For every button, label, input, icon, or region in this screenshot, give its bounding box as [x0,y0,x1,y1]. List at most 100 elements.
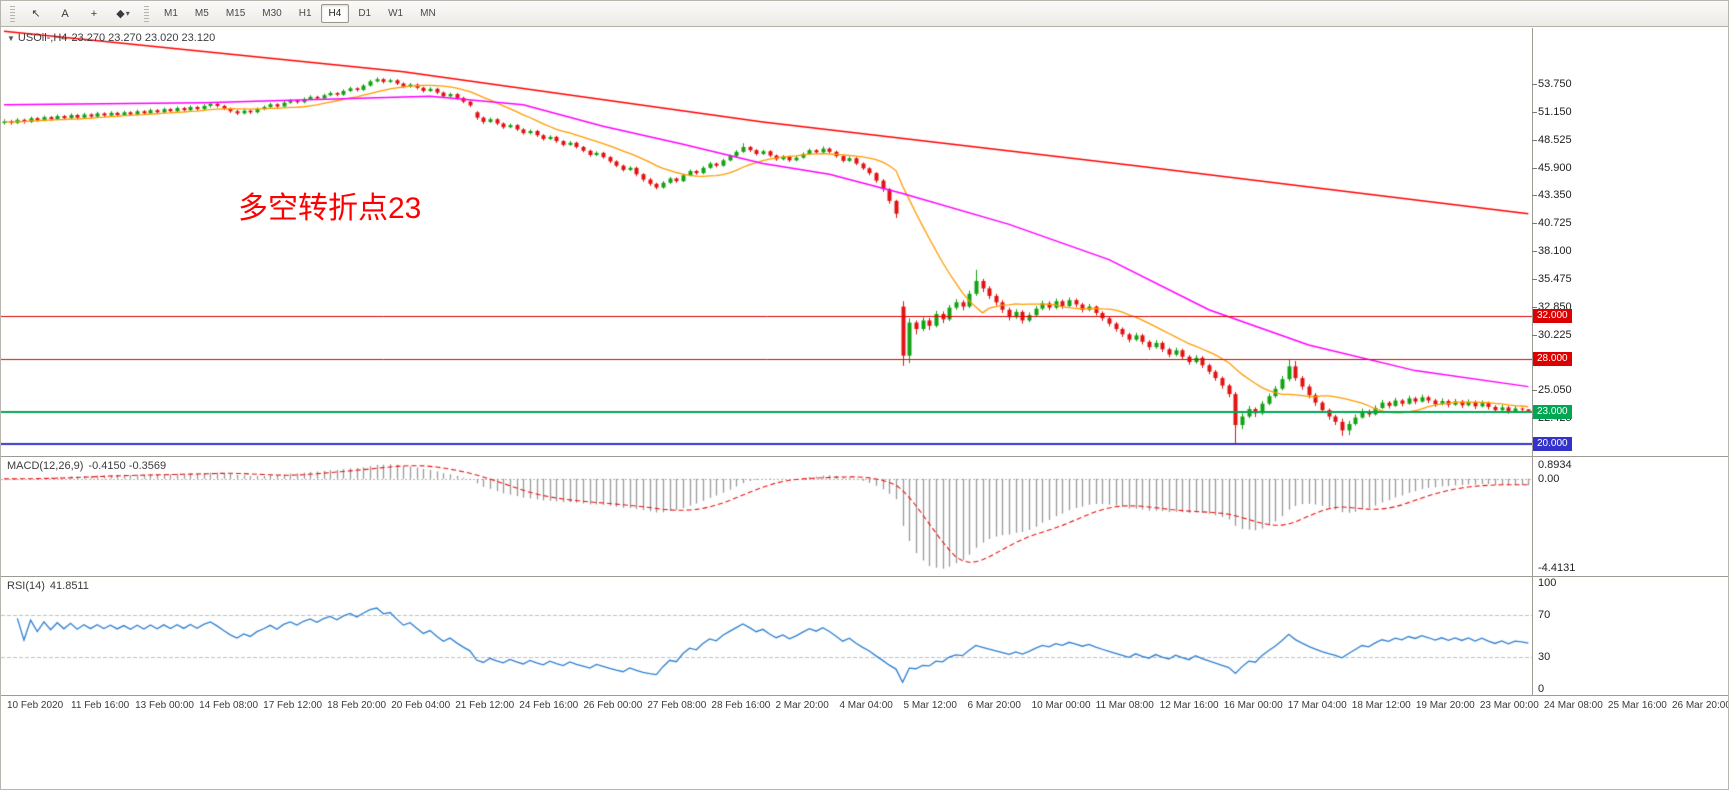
price-axis-label: 25.050 [1538,384,1572,397]
rsi-name: RSI(14) [7,580,45,592]
price-axis-tick [1532,84,1537,86]
timeframe-button-M1[interactable]: M1 [164,8,178,19]
text-tool-icon: A [61,7,69,20]
time-axis-label: 10 Feb 2020 [7,700,64,711]
rsi-value: 41.8511 [49,580,89,592]
rsi-canvas[interactable] [1,577,1532,695]
macd-axis-zero: 0.00 [1538,472,1560,485]
time-axis-label: 10 Mar 00:00 [1031,700,1091,711]
price-axis-label: 43.350 [1538,189,1572,202]
chart-title: ▼ USOil-,H4 23.270 23.270 23.020 23.120 [7,32,219,44]
time-axis-label: 19 Mar 20:00 [1415,700,1475,711]
time-axis-label: 4 Mar 04:00 [839,700,893,711]
price-axis-tick [1532,167,1537,169]
macd-name: MACD(12,26,9) [7,460,84,472]
text-tool-button[interactable]: A [51,3,79,24]
macd-axis-min: -4.4131 [1538,562,1576,574]
time-axis-label: 11 Feb 16:00 [71,700,130,711]
macd-axis-max: 0.8934 [1538,459,1572,471]
time-axis-label: 18 Mar 12:00 [1351,700,1411,711]
macd-label: MACD(12,26,9) -0.4150 -0.3569 [7,460,171,472]
symbol-label: USOil-,H4 [17,32,68,44]
crosshair-tool-icon: + [90,7,98,20]
price-axis-tick [1532,390,1537,392]
timeframe-button-M15[interactable]: M15 [225,8,246,19]
price-axis-border [1532,28,1533,695]
time-axis-label: 20 Feb 04:00 [391,700,451,711]
timeframe-button-W1[interactable]: W1 [388,8,404,19]
rsi-axis-label: 0 [1538,683,1545,695]
time-axis-label: 16 Mar 00:00 [1223,700,1283,711]
hline-price-label: 32.000 [1533,309,1572,324]
rsi-axis-label: 70 [1538,608,1551,621]
price-axis-tick [1532,307,1537,309]
time-axis-label: 17 Feb 12:00 [263,700,323,711]
rsi-axis-label: 100 [1538,577,1557,589]
dropdown-arrow-icon: ▾ [125,9,130,18]
price-axis-label: 38.100 [1538,245,1572,258]
time-axis-label: 26 Feb 00:00 [583,700,643,711]
price-axis-tick [1532,279,1537,281]
timeframe-button-H4[interactable]: H4 [320,4,350,23]
timeframe-button-H1[interactable]: H1 [298,8,312,19]
hline-price-label: 28.000 [1533,351,1572,366]
rsi-label: RSI(14) 41.8511 [7,580,94,592]
time-axis-label: 13 Feb 00:00 [135,700,194,711]
tool-buttons: ↖ A + ◆ ▾ [22,3,137,24]
toolbar-separator-grip[interactable] [144,5,149,22]
macd-values: -0.4150 -0.3569 [88,460,167,472]
hline-price-label: 20.000 [1533,437,1572,452]
time-axis-label: 12 Mar 16:00 [1159,700,1219,711]
price-axis-label: 40.725 [1538,217,1572,230]
crosshair-tool-button[interactable]: + [80,3,108,24]
time-axis-label: 18 Feb 20:00 [327,700,387,711]
price-axis-label: 48.525 [1538,133,1572,146]
time-axis-label: 11 Mar 08:00 [1095,700,1154,711]
timeframe-button-MN[interactable]: MN [420,8,436,19]
hline-price-label: 23.000 [1533,405,1572,420]
price-axis-label: 30.225 [1538,329,1572,342]
price-axis-tick [1532,111,1537,113]
time-axis-label: 24 Mar 08:00 [1543,700,1603,711]
timeframe-button-M30[interactable]: M30 [262,8,282,19]
price-axis-label: 45.900 [1538,161,1572,174]
time-axis-label: 6 Mar 20:00 [967,700,1021,711]
cursor-tool-button[interactable]: ↖ [22,3,50,24]
time-axis-label: 21 Feb 12:00 [455,700,515,711]
time-axis-label: 5 Mar 12:00 [903,700,957,711]
time-axis-label: 26 Mar 20:00 [1671,700,1729,711]
timeframe-button-D1[interactable]: D1 [358,8,372,19]
collapse-triangle-icon[interactable]: ▼ [7,34,15,43]
time-axis-label: 25 Mar 16:00 [1607,700,1667,711]
time-axis-label: 23 Mar 00:00 [1479,700,1539,711]
price-axis-tick [1532,139,1537,141]
time-axis-label: 14 Feb 08:00 [199,700,259,711]
pane-separator-time-axis [1,695,1728,696]
price-axis-label: 53.750 [1538,78,1572,91]
timeframe-buttons: M1 M5 M15 M30 H1 H4 D1 W1 MN [156,4,444,23]
main-chart-canvas[interactable] [1,28,1532,456]
draw-tool-button[interactable]: ◆ ▾ [109,3,137,24]
chart-annotation[interactable]: 多空转折点23 [238,192,422,225]
price-axis-tick [1532,335,1537,337]
price-axis-label: 51.150 [1538,105,1572,118]
time-axis-label: 2 Mar 20:00 [775,700,829,711]
rsi-axis-label: 30 [1538,651,1551,664]
time-axis-label: 27 Feb 08:00 [647,700,707,711]
toolbar: ↖ A + ◆ ▾ M1 M5 M15 M30 H1 H4 D1 W1 MN [1,1,1728,27]
price-axis-tick [1532,195,1537,197]
macd-canvas[interactable] [1,457,1532,576]
timeframe-button-M5[interactable]: M5 [194,8,209,19]
price-axis-label: 35.475 [1538,273,1572,286]
quote-ohlc: 23.270 23.270 23.020 23.120 [71,32,216,44]
toolbar-grip[interactable] [10,5,15,22]
pane-separator-macd-rsi[interactable] [1,576,1728,577]
price-axis-tick [1532,223,1537,225]
time-axis-label: 17 Mar 04:00 [1287,700,1347,711]
time-axis-label: 28 Feb 16:00 [711,700,771,711]
time-axis-label: 24 Feb 16:00 [519,700,579,711]
draw-tool-icon: ◆ [116,8,125,20]
pane-separator-main-macd[interactable] [1,456,1728,457]
cursor-tool-icon: ↖ [31,8,41,20]
